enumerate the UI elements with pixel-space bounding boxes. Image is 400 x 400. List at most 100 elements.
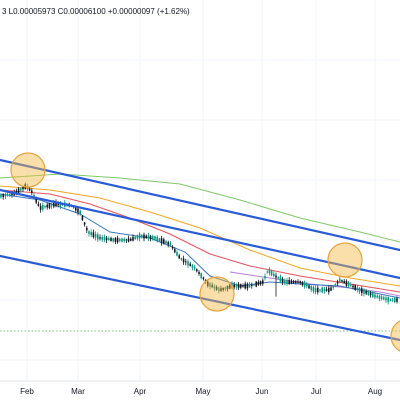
candle-body (42, 205, 44, 210)
candle-body (163, 239, 165, 244)
candle-body (185, 261, 187, 263)
candle-body (244, 283, 246, 289)
candle-body (6, 194, 9, 196)
candle-body (224, 287, 227, 290)
candle-body (352, 285, 354, 288)
candle-body (295, 281, 297, 283)
candle-body (253, 284, 255, 286)
candle-body (132, 236, 134, 241)
candle-body (134, 236, 136, 239)
candle-body (182, 258, 185, 263)
candle-body (229, 284, 231, 289)
candle-body (273, 273, 275, 277)
candle-body (317, 287, 319, 293)
candle-body (235, 284, 238, 288)
candle-body (310, 286, 312, 290)
candle-body (57, 203, 59, 206)
upper-channel-line[interactable] (0, 158, 400, 252)
candle-body (328, 287, 330, 293)
candle-body (110, 237, 112, 242)
candle-body (378, 295, 381, 299)
candle-body (156, 236, 158, 241)
candle-body (44, 206, 46, 208)
grid (0, 0, 400, 380)
candle-body (286, 280, 288, 284)
x-axis: Feb Mar Apr May Jun Jul Aug (0, 380, 400, 396)
candle-body (297, 281, 299, 283)
candle-body (158, 238, 161, 242)
candle-body (257, 281, 260, 286)
x-tick-label: Jul (311, 387, 321, 396)
candle-body (180, 258, 183, 260)
candle-body (114, 238, 117, 242)
candle-body (53, 202, 55, 207)
candle-body (94, 233, 97, 238)
candle-body (81, 215, 84, 221)
candle-body (178, 255, 180, 259)
candle-body (240, 284, 242, 288)
candle-body (99, 237, 101, 239)
candle-body (308, 285, 310, 289)
candle-body (196, 269, 198, 272)
candle-body (303, 282, 306, 287)
candle-body (222, 287, 224, 291)
candle-body (149, 235, 152, 240)
touch-4-highlight (390, 320, 400, 352)
candle-body (325, 289, 328, 291)
candle-body (22, 186, 24, 190)
candle-body (37, 203, 40, 206)
candle-body (268, 269, 271, 274)
candle-body (105, 237, 108, 241)
candle-body (169, 242, 172, 247)
candle-body (125, 239, 128, 241)
candle-body (189, 263, 191, 266)
candle-body (369, 293, 372, 296)
candle-body (176, 251, 178, 256)
candle-body (345, 280, 348, 286)
candle-body (226, 285, 229, 290)
candle-body (259, 281, 262, 285)
candle-body (141, 234, 143, 238)
candle-body (358, 287, 361, 292)
candle-body (380, 296, 383, 300)
candle-body (35, 198, 37, 203)
candle-body (347, 282, 350, 287)
candle-body (160, 238, 163, 243)
candle-body (339, 278, 341, 282)
candle-body (112, 238, 114, 242)
candle-body (387, 297, 389, 302)
candle-body (213, 285, 216, 289)
candle-body (0, 194, 2, 198)
candle-body (97, 234, 99, 240)
candle-body (255, 281, 257, 287)
candle-body (174, 249, 176, 253)
candle-body (374, 294, 376, 298)
candle-body (361, 288, 363, 294)
candle-body (2, 194, 4, 198)
candle-body (198, 271, 200, 274)
candle-body (4, 193, 7, 197)
candle-body (365, 291, 367, 294)
candle-body (321, 287, 323, 293)
candle-body (284, 280, 286, 283)
candle-body (123, 238, 125, 242)
candle-body (306, 284, 308, 287)
candle-body (121, 238, 123, 242)
candle-body (215, 286, 218, 290)
candle-body (385, 297, 387, 301)
candle-body (103, 237, 106, 240)
candle-body (152, 235, 154, 240)
touch-1-highlight (10, 152, 46, 188)
candle-body (218, 287, 220, 292)
candle-body (220, 288, 222, 292)
x-tick-label: Aug (368, 387, 382, 396)
candle-body (202, 277, 205, 280)
middle-channel-line[interactable] (0, 188, 400, 280)
candle-body (356, 287, 359, 291)
candle-body (248, 284, 251, 288)
candle-body (147, 235, 150, 239)
candle-body (288, 279, 290, 285)
candle-body (264, 276, 266, 279)
candle-body (314, 287, 317, 293)
